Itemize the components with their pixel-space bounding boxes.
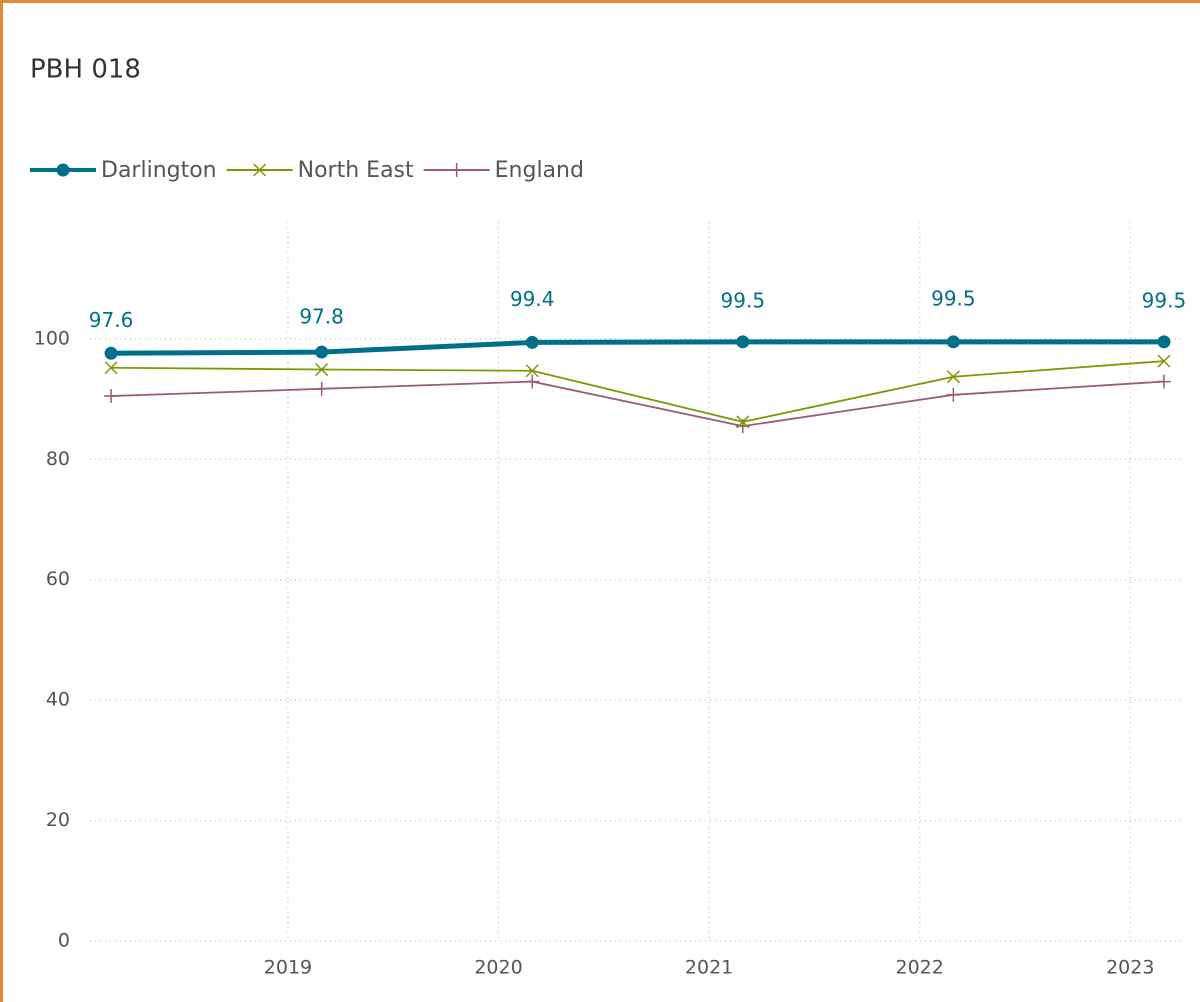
legend-marker [56,163,70,177]
x-tick-label: 2021 [685,957,733,979]
data-label: 97.8 [299,305,344,329]
legend-marker [253,163,267,177]
data-point [525,364,539,378]
legend-label: Darlington [101,158,217,183]
x-tick-label: 2022 [895,957,943,979]
y-tick-label: 60 [46,568,70,590]
series-line [111,360,1165,423]
data-point [315,345,329,359]
chart: PBH 018 0 20 40 60 80 100 2019 2020 2021 2022 2023… [30,55,1187,979]
data-point [314,381,329,396]
data-point [525,374,540,389]
data-point [946,370,960,384]
data-label: 97.6 [89,308,134,332]
x-tick-label: 2020 [474,957,522,979]
data-point [946,387,961,402]
data-point [1156,374,1171,389]
y-tick-label: 20 [46,809,70,831]
data-point [736,335,750,349]
legend-label: England [495,158,584,183]
legend-marker [449,163,464,177]
data-point [104,389,119,404]
data-label: 99.5 [931,286,976,310]
data-point [736,415,750,429]
data-point [946,335,960,349]
data-label: 99.4 [510,287,555,311]
y-tick-label: 80 [46,448,70,470]
x-tick-label: 2023 [1106,957,1154,979]
data-point [525,335,539,349]
data-point [1157,335,1171,349]
data-label: 99.5 [1142,288,1187,312]
data-point [315,363,329,377]
legend-label: North East [298,158,414,183]
y-tick-label: 40 [46,689,70,711]
y-tick-label: 0 [58,930,70,952]
data-point [104,346,118,360]
data-point [104,361,118,375]
x-tick-label: 2019 [264,957,312,979]
series-line [111,339,1164,356]
chart-title: PBH 018 [30,55,141,85]
data-label: 99.5 [721,288,766,312]
y-tick-label: 100 [34,327,70,349]
data-point [1157,354,1171,368]
series-line [111,380,1164,428]
